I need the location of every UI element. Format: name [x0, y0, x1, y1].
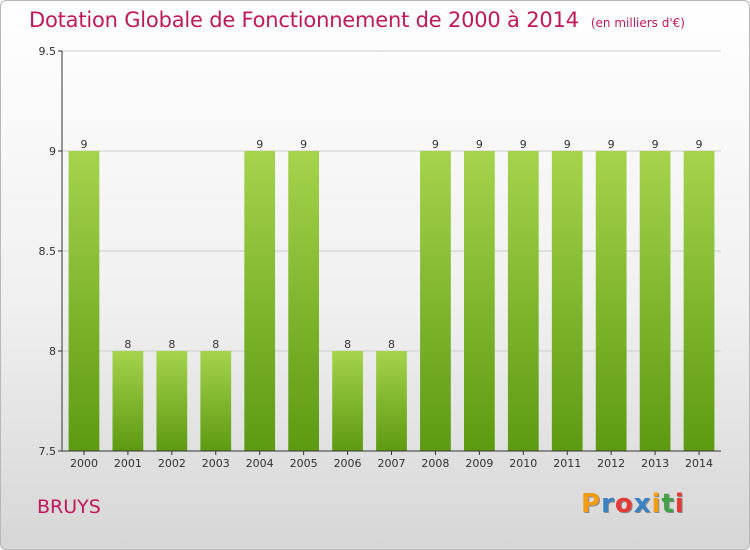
y-tick-label: 7.5 — [39, 445, 57, 458]
bar — [376, 351, 407, 451]
y-tick-label: 9.5 — [39, 45, 57, 58]
data-label: 8 — [388, 338, 395, 351]
logo-letter: o — [614, 489, 634, 519]
logo-letter: t — [661, 489, 675, 519]
logo-letter: x — [633, 489, 652, 519]
bar — [68, 151, 100, 451]
x-tick-label: 2013 — [641, 457, 669, 470]
data-label: 9 — [696, 138, 703, 151]
bar — [420, 151, 451, 451]
axes: 7.5 8 8.5 9 9.5 2000 2001 2002 2003 2004 2005 2006 2… — [39, 45, 721, 470]
chart-subtitle: (en milliers d'€) — [590, 16, 685, 30]
bar — [639, 151, 671, 451]
data-label: 8 — [212, 338, 219, 351]
data-label: 8 — [124, 338, 131, 351]
x-tick-label: 2010 — [509, 457, 537, 470]
data-label: 9 — [432, 138, 439, 151]
x-tick-label: 2007 — [378, 457, 406, 470]
proxiti-logo[interactable]: Proxiti — [581, 489, 685, 519]
bar — [112, 351, 144, 451]
x-tick-label: 2000 — [70, 457, 98, 470]
x-tick-label: 2004 — [246, 457, 274, 470]
x-tick-label: 2003 — [202, 457, 230, 470]
data-label: 9 — [476, 138, 483, 151]
x-tick-label: 2012 — [597, 457, 625, 470]
bar — [244, 151, 276, 451]
x-tick-label: 2001 — [114, 457, 142, 470]
bar — [156, 351, 188, 451]
x-tick-label: 2008 — [421, 457, 449, 470]
data-label: 9 — [256, 138, 263, 151]
y-tick-label: 9 — [49, 145, 56, 158]
logo-letter: i — [674, 489, 685, 519]
x-tick-label: 2002 — [158, 457, 186, 470]
data-label: 9 — [608, 138, 615, 151]
bar — [595, 151, 627, 451]
place-name: BRUYS — [37, 496, 101, 518]
data-label: 9 — [300, 138, 307, 151]
y-tick-label: 8 — [49, 345, 56, 358]
logo-letter: P — [581, 489, 602, 519]
data-label: 8 — [344, 338, 351, 351]
chart-title-row: Dotation Globale de Fonctionnement de 20… — [29, 8, 685, 32]
bar — [507, 151, 539, 451]
bar — [332, 351, 363, 451]
data-label: 9 — [652, 138, 659, 151]
data-label: 9 — [564, 138, 571, 151]
logo-letter: r — [601, 489, 615, 519]
x-tick-label: 2009 — [465, 457, 493, 470]
x-tick-label: 2005 — [290, 457, 318, 470]
chart-title: Dotation Globale de Fonctionnement de 20… — [29, 8, 579, 32]
data-label: 9 — [80, 138, 87, 151]
bar — [683, 151, 715, 451]
x-tick-label: 2011 — [553, 457, 581, 470]
x-tick-label: 2014 — [685, 457, 713, 470]
bar — [551, 151, 583, 451]
y-tick-label: 8.5 — [39, 245, 57, 258]
bar — [288, 151, 320, 451]
data-labels: 9 8 8 8 9 9 8 8 9 9 9 9 9 9 9 — [80, 138, 702, 351]
bar — [200, 351, 232, 451]
data-label: 8 — [168, 338, 175, 351]
x-tick-label: 2006 — [334, 457, 362, 470]
bars — [68, 151, 715, 451]
data-label: 9 — [520, 138, 527, 151]
logo-letter: i — [651, 489, 662, 519]
bar — [463, 151, 495, 451]
